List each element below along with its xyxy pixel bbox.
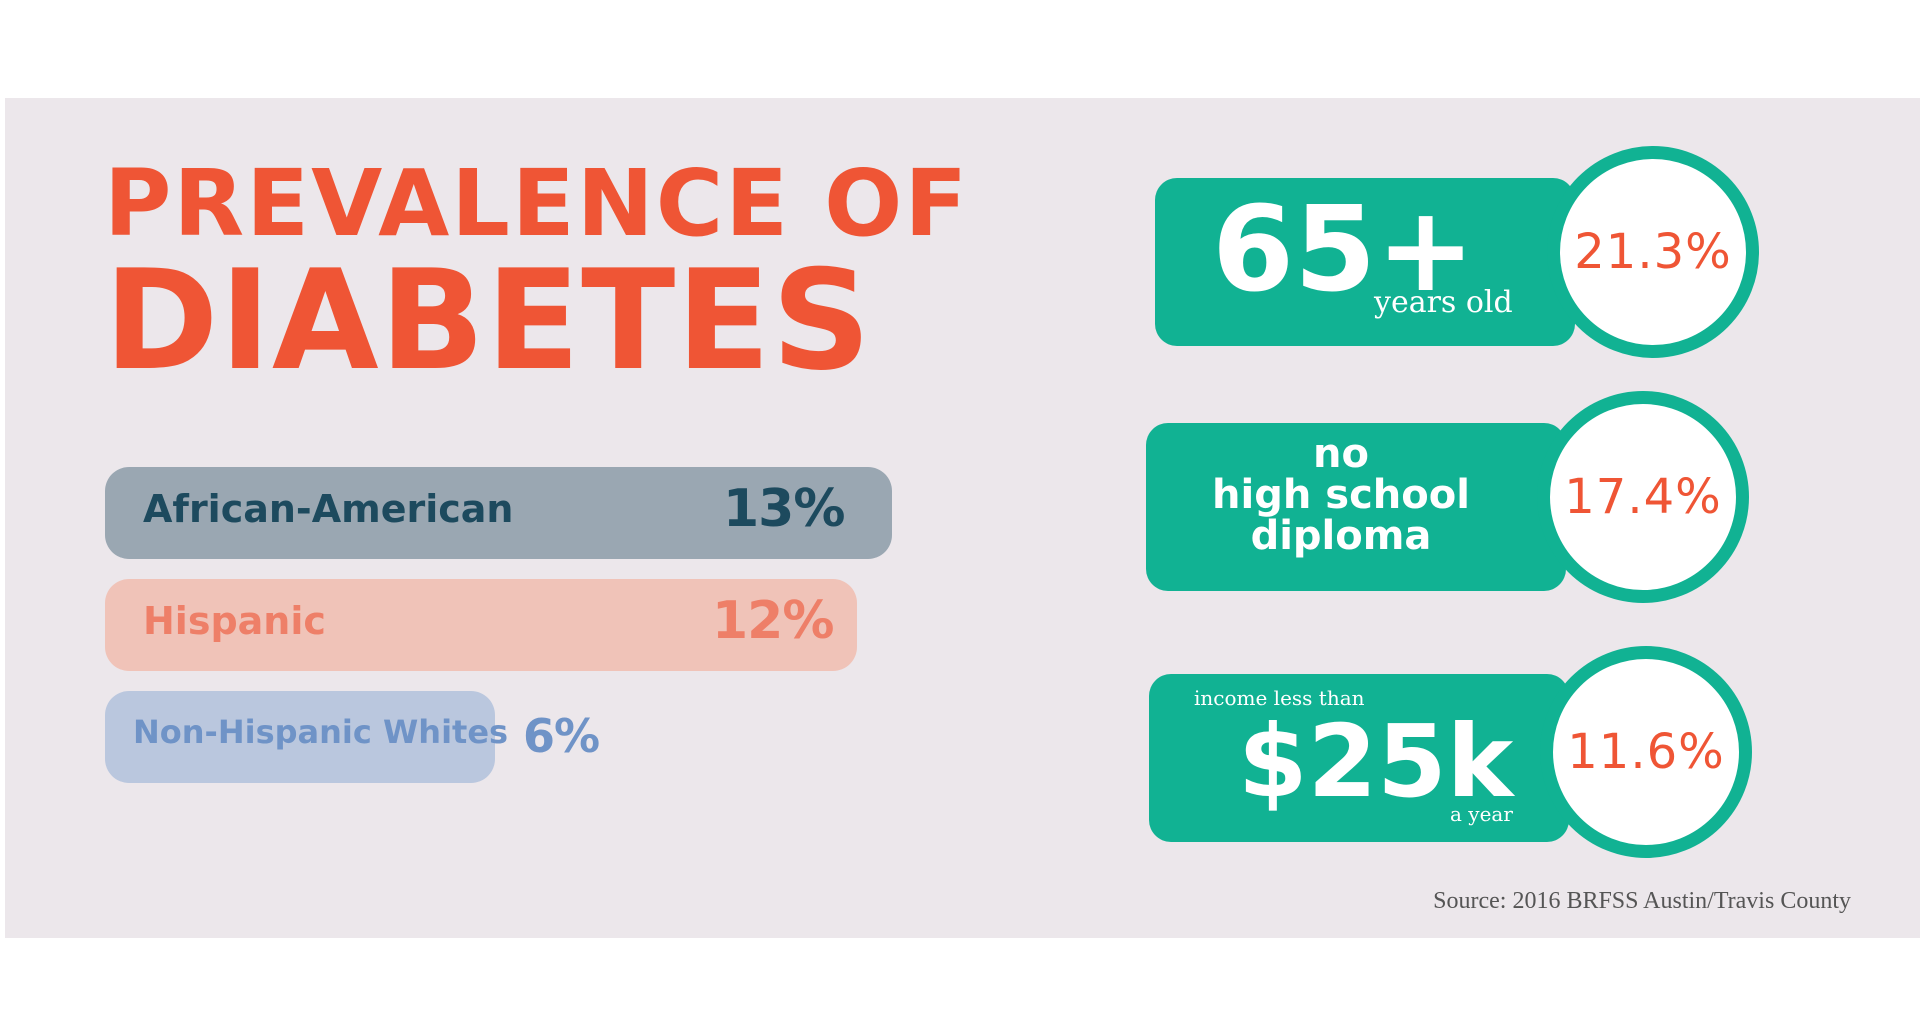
- education-line-2: high school: [1212, 472, 1470, 518]
- education-highlight-text: no high school diploma: [1176, 434, 1506, 557]
- source-note: Source: 2016 BRFSS Austin/Travis County: [1433, 888, 1851, 914]
- age-highlight-big: 65+: [1212, 180, 1476, 318]
- income-highlight-caption-top: income less than: [1194, 686, 1365, 710]
- income-highlight-circle: 11.6%: [1540, 646, 1752, 858]
- income-highlight-big: $25k: [1238, 703, 1514, 820]
- bar-label-1: Hispanic: [143, 599, 326, 643]
- education-highlight-value: 17.4%: [1564, 469, 1722, 525]
- bar-label-0: African-American: [143, 487, 514, 531]
- title-line-1: PREVALENCE OF: [104, 150, 970, 257]
- education-line-1: no: [1313, 431, 1369, 477]
- education-highlight-circle: 17.4%: [1537, 391, 1749, 603]
- age-highlight-caption: years old: [1374, 285, 1513, 320]
- bar-2: [105, 691, 495, 783]
- title-line-2: DIABETES: [104, 240, 872, 401]
- bar-label-2: Non-Hispanic Whites: [133, 713, 509, 751]
- education-line-3: diploma: [1250, 513, 1432, 559]
- income-highlight-caption-bottom: a year: [1450, 802, 1513, 826]
- age-highlight-pill: [1155, 178, 1575, 346]
- income-highlight-pill: [1149, 674, 1569, 842]
- income-highlight-value: 11.6%: [1567, 724, 1725, 780]
- age-highlight-value: 21.3%: [1574, 224, 1732, 280]
- bar-0: [105, 467, 892, 559]
- bar-value-0: 13%: [723, 479, 845, 539]
- bar-1: [105, 579, 857, 671]
- education-highlight-pill: [1146, 423, 1566, 591]
- bar-value-1: 12%: [712, 591, 834, 651]
- bar-value-2: 6%: [523, 709, 600, 763]
- age-highlight-circle: 21.3%: [1547, 146, 1759, 358]
